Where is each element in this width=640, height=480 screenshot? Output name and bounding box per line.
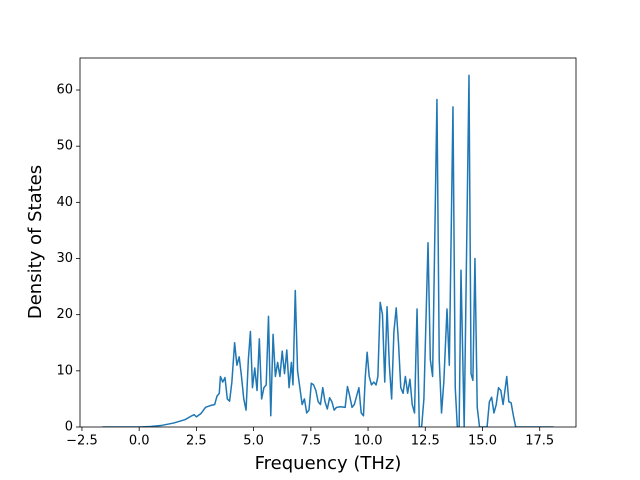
y-axis-label: Density of States: [25, 165, 46, 319]
x-tick-label: 10.0: [354, 434, 383, 449]
y-tick-label: 0: [65, 420, 73, 435]
x-tick-label: 17.5: [525, 434, 554, 449]
y-tick-label: 60: [56, 83, 73, 98]
x-tick-label: −2.5: [66, 434, 98, 449]
y-tick-label: 20: [56, 307, 73, 322]
y-tick-label: 50: [56, 139, 73, 154]
x-tick-label: 5.0: [243, 434, 264, 449]
y-tick-label: 30: [56, 251, 73, 266]
x-axis-label: Frequency (THz): [255, 453, 402, 474]
line: [102, 74, 554, 427]
x-tick-label: 0.0: [129, 434, 150, 449]
x-tick-label: 12.5: [411, 434, 440, 449]
x-tick-label: 15.0: [468, 434, 497, 449]
x-tick-label: 2.5: [186, 434, 207, 449]
y-tick-label: 40: [56, 195, 73, 210]
x-tick-label: 7.5: [300, 434, 321, 449]
plot-frame: [79, 57, 577, 428]
y-tick-label: 10: [56, 363, 73, 378]
